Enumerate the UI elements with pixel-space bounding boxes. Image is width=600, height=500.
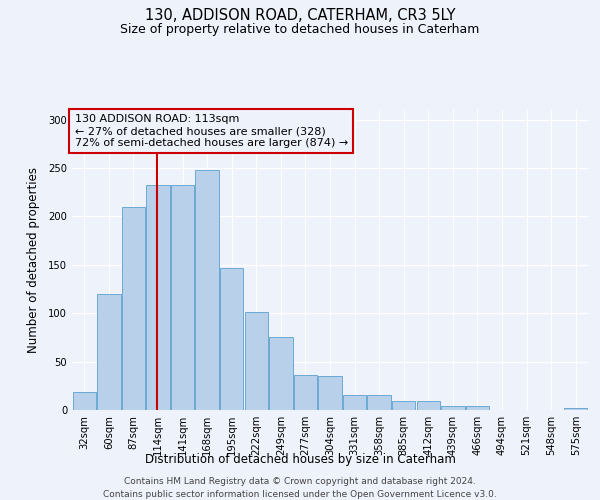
Bar <box>146 186 170 410</box>
Text: Size of property relative to detached houses in Caterham: Size of property relative to detached ho… <box>121 22 479 36</box>
Text: 130 ADDISON ROAD: 113sqm
← 27% of detached houses are smaller (328)
72% of semi-: 130 ADDISON ROAD: 113sqm ← 27% of detach… <box>74 114 348 148</box>
Bar <box>392 402 415 410</box>
Bar <box>564 408 587 410</box>
Bar <box>343 396 366 410</box>
Y-axis label: Number of detached properties: Number of detached properties <box>27 167 40 353</box>
Bar <box>196 170 219 410</box>
Bar <box>122 207 145 410</box>
Text: Contains HM Land Registry data © Crown copyright and database right 2024.: Contains HM Land Registry data © Crown c… <box>124 478 476 486</box>
Bar <box>441 406 464 410</box>
Bar <box>245 312 268 410</box>
Text: 130, ADDISON ROAD, CATERHAM, CR3 5LY: 130, ADDISON ROAD, CATERHAM, CR3 5LY <box>145 8 455 22</box>
Bar <box>466 406 489 410</box>
Bar <box>367 396 391 410</box>
Bar <box>97 294 121 410</box>
Bar <box>220 268 244 410</box>
Bar <box>269 338 293 410</box>
Bar <box>294 375 317 410</box>
Bar <box>416 402 440 410</box>
Bar <box>171 186 194 410</box>
Bar <box>73 392 96 410</box>
Text: Contains public sector information licensed under the Open Government Licence v3: Contains public sector information licen… <box>103 490 497 499</box>
Text: Distribution of detached houses by size in Caterham: Distribution of detached houses by size … <box>145 452 455 466</box>
Bar <box>319 376 341 410</box>
